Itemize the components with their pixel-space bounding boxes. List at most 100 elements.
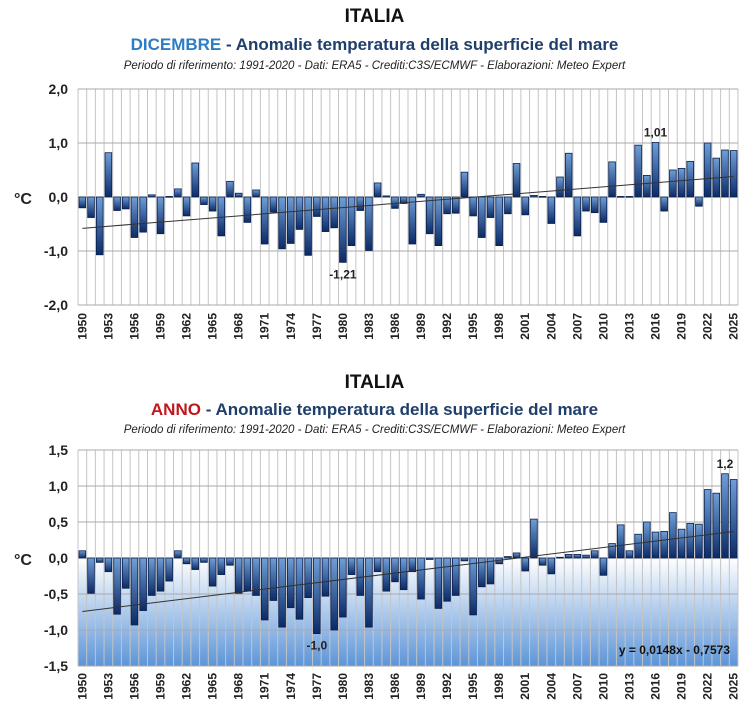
bar-2016 xyxy=(651,531,660,559)
bar-1983 xyxy=(365,557,373,628)
bar-1967 xyxy=(226,557,234,566)
bar-1999 xyxy=(504,556,512,559)
bar-1974 xyxy=(287,557,295,609)
y-tick-label: 1,0 xyxy=(49,478,69,494)
bar-1996 xyxy=(478,196,486,238)
bar-1957 xyxy=(139,557,147,611)
chart-dicembre: ITALIA DICEMBRE - Anomalie temperatura d… xyxy=(14,6,741,340)
x-tick-label: 2013 xyxy=(622,313,636,340)
bar-2017 xyxy=(660,530,668,559)
bar-1994 xyxy=(460,557,469,562)
bar-1962 xyxy=(182,196,191,217)
bar-1964 xyxy=(200,557,208,563)
x-tick-label: 1995 xyxy=(466,313,480,340)
bar-1952 xyxy=(95,196,104,256)
bar-1969 xyxy=(243,196,252,223)
x-tick-label: 1989 xyxy=(414,673,428,700)
bar-1967 xyxy=(226,180,234,198)
x-tick-label: 1950 xyxy=(75,313,89,340)
bar-2006 xyxy=(564,152,573,198)
bar-2022 xyxy=(703,489,712,559)
x-tick-label: 1986 xyxy=(388,313,402,340)
chart-plot-anno: 1,5 1,0 0,5 0,0 -0,5 -1,0 -1,5 °C -1,0 1,2 y = 0,0… xyxy=(14,442,741,700)
trendline xyxy=(82,175,734,229)
bar-2004 xyxy=(547,196,556,224)
x-tick-label: 1974 xyxy=(284,313,298,340)
x-tick-label: 2010 xyxy=(596,673,610,700)
bar-2025 xyxy=(729,479,738,559)
bar-1975 xyxy=(295,557,304,620)
bar-2009 xyxy=(590,196,599,214)
bar-1951 xyxy=(87,196,95,218)
bar-1993 xyxy=(452,196,460,214)
bar-1959 xyxy=(156,196,165,235)
bar-1993 xyxy=(452,557,460,596)
y-tick-label: 2,0 xyxy=(49,81,69,97)
bar-1960 xyxy=(165,196,173,198)
x-tick-label: 1959 xyxy=(154,673,168,700)
x-tick-label: 1953 xyxy=(101,673,115,700)
x-tick-label: 2007 xyxy=(570,313,584,340)
x-tick-label: 1974 xyxy=(284,673,298,700)
x-tick-label: 2019 xyxy=(675,313,689,340)
bar-2019 xyxy=(677,528,686,559)
y-tick-label: -1,5 xyxy=(44,658,68,674)
bar-1965 xyxy=(208,557,217,587)
subtitle-month: DICEMBRE xyxy=(130,35,222,54)
x-tick-label: 2025 xyxy=(727,673,741,700)
chart-title: ITALIA xyxy=(344,6,405,27)
y-tick-label: 1,5 xyxy=(49,442,69,458)
y-tick-label: 1,0 xyxy=(49,135,69,151)
data-label-1977: -1,0 xyxy=(306,639,327,653)
bar-1963 xyxy=(191,162,199,198)
bar-1998 xyxy=(495,196,503,246)
x-tick-label: 2025 xyxy=(727,313,741,340)
x-tick-label: 2016 xyxy=(649,673,663,700)
bar-1983 xyxy=(365,196,373,251)
bar-1970 xyxy=(252,189,260,198)
bar-2003 xyxy=(538,196,547,198)
subtitle-period: ANNO xyxy=(150,400,201,419)
bar-1981 xyxy=(347,196,356,246)
bar-1962 xyxy=(182,557,191,565)
chart-credits: Periodo di riferimento: 1991-2020 - Dati… xyxy=(123,60,626,72)
bar-2022 xyxy=(703,142,712,198)
bar-1989 xyxy=(417,193,425,198)
bar-2013 xyxy=(625,550,634,559)
bar-2001 xyxy=(521,557,529,572)
bar-1991 xyxy=(434,557,443,609)
y-tick-label: 0,0 xyxy=(49,550,69,566)
bar-1980 xyxy=(339,557,347,618)
bar-2007 xyxy=(573,553,582,559)
x-tick-label: 2001 xyxy=(518,313,532,340)
bar-1953 xyxy=(104,152,113,198)
bar-1995 xyxy=(469,196,477,217)
bar-1990 xyxy=(425,196,434,235)
x-tick-label: 1989 xyxy=(414,313,428,340)
x-tick-label: 1977 xyxy=(310,313,324,340)
bar-2025 xyxy=(729,150,738,198)
bar-1984 xyxy=(373,557,382,573)
bar-1981 xyxy=(347,557,356,575)
bar-1959 xyxy=(156,557,165,592)
bar-1954 xyxy=(113,557,121,615)
bar-1988 xyxy=(408,196,417,245)
x-tick-label: 2004 xyxy=(544,313,558,340)
x-tick-label: 1998 xyxy=(492,673,506,700)
y-tick-label: -1,0 xyxy=(44,622,68,638)
bar-2018 xyxy=(669,169,677,198)
bar-2019 xyxy=(677,167,686,198)
bar-1952 xyxy=(95,557,104,563)
x-tick-label: 1977 xyxy=(310,673,324,700)
bar-2012 xyxy=(617,196,625,198)
x-tick-label: 1968 xyxy=(232,313,246,340)
bar-1958 xyxy=(148,194,156,198)
x-tick-label: 1962 xyxy=(180,673,194,700)
bar-1987 xyxy=(399,557,408,591)
chart-title: ITALIA xyxy=(344,372,405,393)
x-tick-label: 2007 xyxy=(570,673,584,700)
y-axis-label: °C xyxy=(14,191,32,208)
x-tick-label: 1992 xyxy=(440,673,454,700)
bar-2006 xyxy=(564,553,573,559)
bar-1963 xyxy=(191,557,199,570)
